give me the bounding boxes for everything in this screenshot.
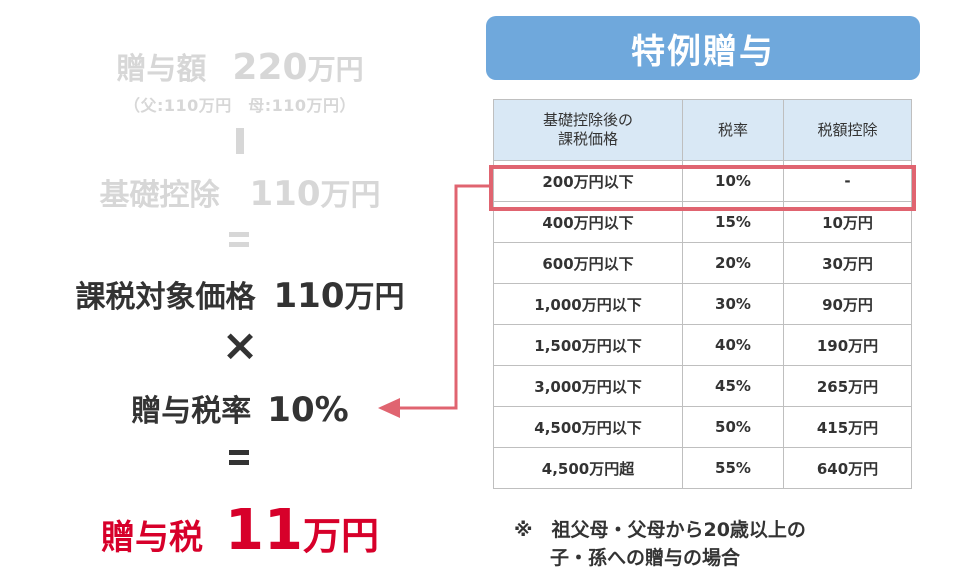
taxable-price-cell: 3,000万円以下: [493, 365, 683, 407]
rate-cell: 45%: [682, 365, 784, 407]
taxable-price-cell: 600万円以下: [493, 242, 683, 284]
taxable-price-cell: 4,500万円以下: [493, 406, 683, 448]
rate-cell: 30%: [682, 283, 784, 325]
deduction-cell: 640万円: [783, 447, 912, 489]
gift-tax-value: 11: [225, 498, 303, 563]
multiply-sign: ×: [221, 320, 259, 371]
gift-amount-value: 220: [232, 47, 308, 88]
table-row: 1,500万円以下 40% 190万円: [493, 324, 912, 366]
taxable-amount-value: 110: [273, 276, 345, 316]
deduction-cell: 415万円: [783, 406, 912, 448]
taxable-price-cell: 1,500万円以下: [493, 324, 683, 366]
gift-amount-unit: 万円: [307, 53, 364, 86]
deduction-cell: 90万円: [783, 283, 912, 325]
column-header-rate: 税率: [682, 99, 784, 161]
footnote-line-2: 子・孫への贈与の場合: [550, 547, 741, 569]
taxable-price-cell: 4,500万円超: [493, 447, 683, 489]
basic-deduction-unit: 万円: [320, 178, 381, 213]
column-header-deduction: 税額控除: [783, 99, 912, 161]
minus-sign: [236, 128, 244, 154]
gift-breakdown-note: （父:110万円 母:110万円）: [123, 96, 357, 115]
deduction-cell: 30万円: [783, 242, 912, 284]
rate-cell: 40%: [682, 324, 784, 366]
footnote: ※ 祖父母・父母から20歳以上の 子・孫への贈与の場合: [514, 516, 806, 572]
gift-tax-unit: 万円: [302, 514, 379, 558]
special-gift-banner: 特例贈与: [486, 16, 920, 80]
taxable-amount-row: 課税対象価格 110万円: [0, 272, 480, 316]
table-row: 600万円以下 20% 30万円: [493, 242, 912, 284]
footnote-line-1: ※ 祖父母・父母から20歳以上の: [514, 519, 806, 541]
taxable-amount-unit: 万円: [344, 280, 405, 315]
rate-cell: 20%: [682, 242, 784, 284]
tax-rate-value: 10%: [267, 390, 349, 430]
taxable-amount-label: 課税対象価格: [75, 280, 256, 315]
table-row: 4,500万円以下 50% 415万円: [493, 406, 912, 448]
gift-amount-row: 贈与額 220万円: [0, 44, 480, 88]
highlighted-row-frame: [489, 165, 916, 211]
table-header-row: 基礎控除後の 課税価格 税率 税額控除: [493, 99, 912, 161]
gift-tax-result-row: 贈与税 11万円: [0, 498, 480, 563]
rate-cell: 50%: [682, 406, 784, 448]
rate-cell: 55%: [682, 447, 784, 489]
basic-deduction-label: 基礎控除: [99, 178, 220, 213]
taxable-price-cell: 1,000万円以下: [493, 283, 683, 325]
column-header-taxable-price: 基礎控除後の 課税価格: [493, 99, 683, 161]
table-row: 4,500万円超 55% 640万円: [493, 447, 912, 489]
gift-amount-label: 贈与額: [116, 52, 207, 87]
tax-rate-row: 贈与税率 10%: [0, 386, 480, 430]
equals-sign: [226, 444, 252, 470]
basic-deduction-row: 基礎控除 110万円: [0, 170, 480, 214]
deduction-cell: 265万円: [783, 365, 912, 407]
table-row: 3,000万円以下 45% 265万円: [493, 365, 912, 407]
table-row: 1,000万円以下 30% 90万円: [493, 283, 912, 325]
tax-rate-table: 基礎控除後の 課税価格 税率 税額控除 200万円以下 10% - 400万円以下 15…: [493, 99, 912, 489]
equals-sign: [226, 226, 252, 252]
basic-deduction-value: 110: [249, 174, 321, 214]
tax-rate-label: 贈与税率: [131, 394, 252, 429]
gift-tax-label: 贈与税: [101, 518, 204, 558]
deduction-cell: 190万円: [783, 324, 912, 366]
